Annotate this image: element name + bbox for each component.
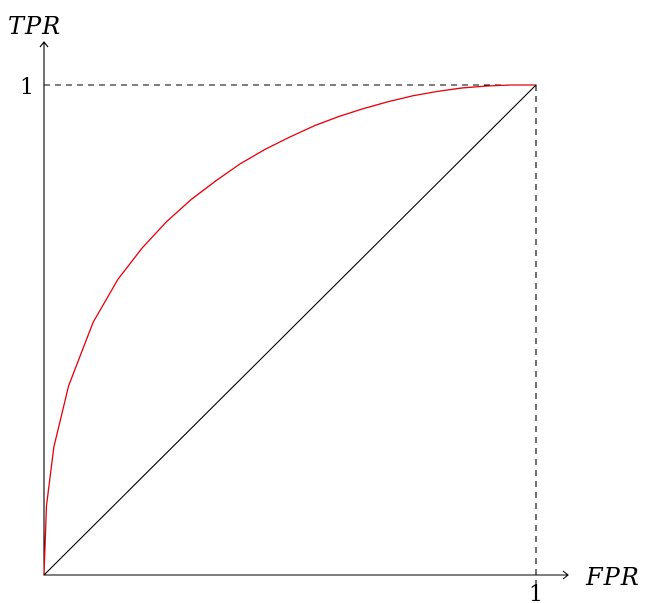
axes xyxy=(39,41,569,580)
x-axis-label: FPR xyxy=(585,563,640,591)
x-tick-label: 1 xyxy=(529,582,543,603)
diagonal-reference-line xyxy=(43,84,537,576)
y-axis-label: TPR xyxy=(8,12,61,40)
guide-lines xyxy=(44,84,537,590)
y-tick-label: 1 xyxy=(20,75,34,100)
series-layer xyxy=(43,84,537,576)
y-axis-arrowhead xyxy=(39,41,49,48)
x-axis-arrowhead xyxy=(562,570,569,580)
roc-curve xyxy=(43,84,537,576)
